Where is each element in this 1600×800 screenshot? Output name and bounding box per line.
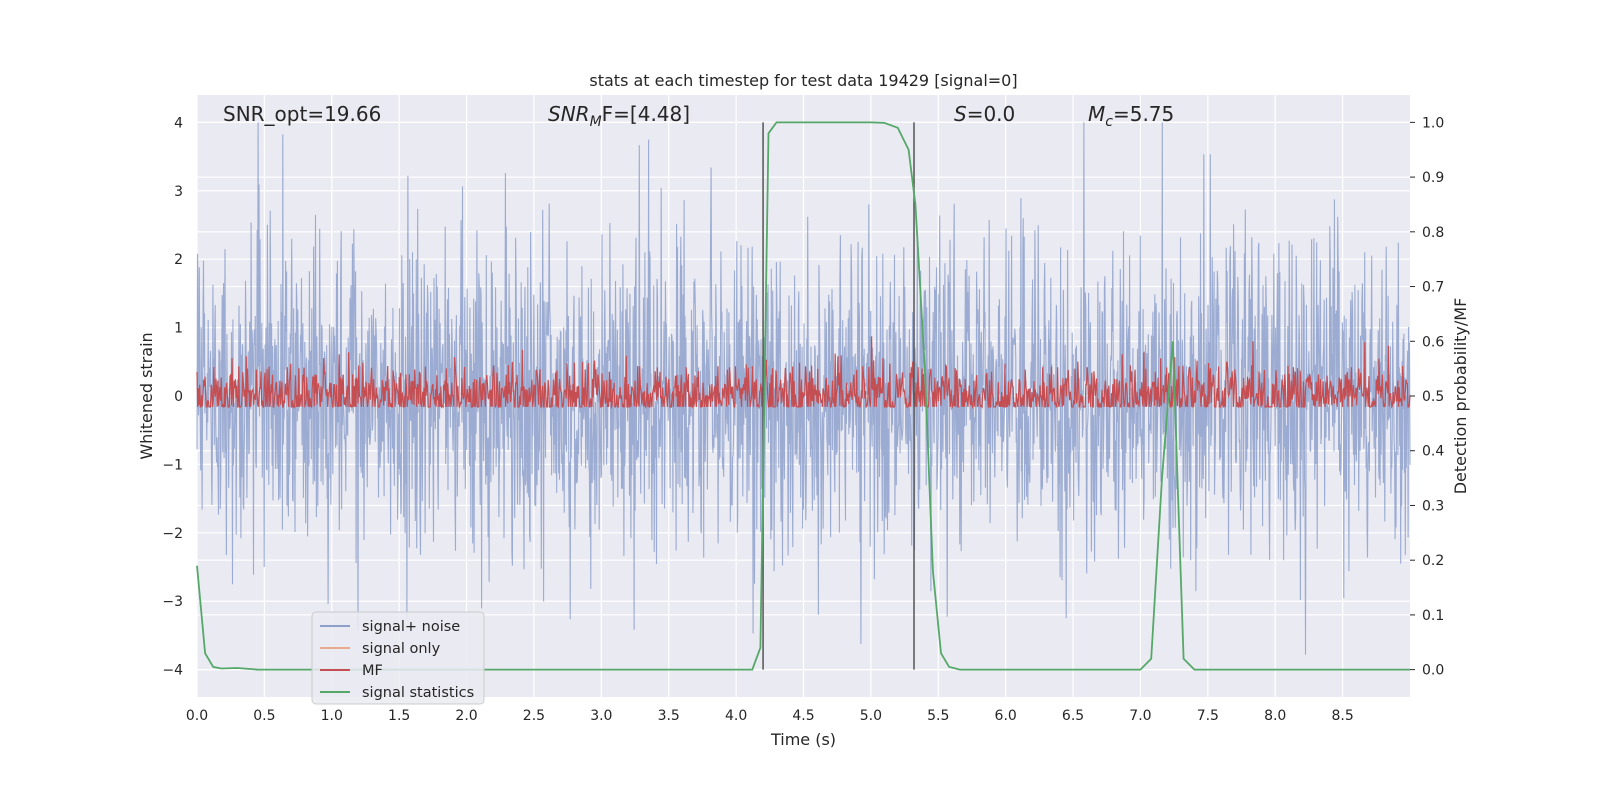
x-tick-label: 6.5 [1062,708,1084,724]
x-tick-label: 4.0 [725,708,747,724]
legend-label: MF [362,663,383,679]
x-tick-label: 8.5 [1331,708,1353,724]
y-right-tick-label: 0.7 [1422,280,1444,296]
series-mf [196,336,1411,410]
x-tick-label: 5.0 [860,708,882,724]
y-right-tick-label: 0.8 [1422,225,1444,241]
y-tick-label: −3 [162,594,183,610]
legend-label: signal+ noise [362,619,460,635]
legend-label: signal statistics [362,685,474,701]
chart-title: stats at each timestep for test data 194… [589,71,1017,90]
y-right-tick-label: 0.4 [1422,444,1444,460]
y-right-tick-label: 0.9 [1422,170,1444,186]
annotation-mc: Mc=5.75 [1088,102,1174,130]
x-axis-label: Time (s) [770,730,836,749]
snr-mf-suffix: F=[4.48] [602,102,690,126]
annotation-snr-opt: SNR_opt=19.66 [223,102,381,126]
y-right-tick-label: 0.0 [1422,663,1444,679]
y-tick-label: 0 [174,389,183,405]
x-tick-label: 3.5 [658,708,680,724]
y-tick-label: 2 [174,252,183,268]
snr-mf-sub: M [590,114,602,130]
y-tick-label: 4 [174,115,183,131]
y-tick-label: −2 [162,526,183,542]
x-tick-label: 7.5 [1197,708,1219,724]
x-tick-label: 4.5 [792,708,814,724]
mc-label: M [1088,102,1105,126]
y-tick-label: −4 [162,663,183,679]
y-axis-label: Whitened strain [137,332,156,459]
tick-labels: 0.0 0.5 1.0 1.5 2.0 2.5 3.0 3.5 4.0 4.5 5.0 5.5 6.0 6… [162,115,1444,724]
signal-noise-line [196,122,1411,655]
x-tick-label: 7.0 [1129,708,1151,724]
s-label: S [954,102,967,126]
annotation-s: S=0.0 [954,102,1015,126]
vertical-markers [762,122,915,670]
y-right-tick-label: 0.6 [1422,334,1444,350]
x-tick-label: 3.0 [590,708,612,724]
x-tick-label: 1.5 [388,708,410,724]
y-axis-right-label: Detection probability/MF [1451,298,1470,495]
x-tick-label: 0.5 [253,708,275,724]
s-value: =0.0 [967,102,1016,126]
y-tick-label: −1 [162,457,183,473]
x-tick-label: 2.0 [455,708,477,724]
legend-label: signal only [362,641,441,657]
y-right-tick-label: 0.2 [1422,553,1444,569]
x-tick-label: 0.0 [186,708,208,724]
x-tick-label: 2.5 [523,708,545,724]
mc-sub: c [1105,114,1113,130]
y-right-tick-label: 1.0 [1422,115,1444,131]
y-right-tick-label: 0.5 [1422,389,1444,405]
x-tick-label: 1.0 [321,708,343,724]
x-tick-label: 8.0 [1264,708,1286,724]
annotation-snr-mf: SNRMF=[4.48] [548,102,690,130]
mc-value: =5.75 [1113,102,1174,126]
series-signal-noise [196,122,1411,655]
y-tick-label: 1 [174,321,183,337]
legend: signal+ noise signal only MF signal statist… [311,611,485,705]
y-right-tick-label: 0.1 [1422,608,1444,624]
y-right-tick-label: 0.3 [1422,498,1444,514]
x-tick-label: 6.0 [995,708,1017,724]
mf-line [196,336,1411,410]
y-tick-label: 3 [174,184,183,200]
legend-box [311,611,485,705]
x-tick-label: 5.5 [927,708,949,724]
snr-mf-prefix: SNR [548,102,590,126]
